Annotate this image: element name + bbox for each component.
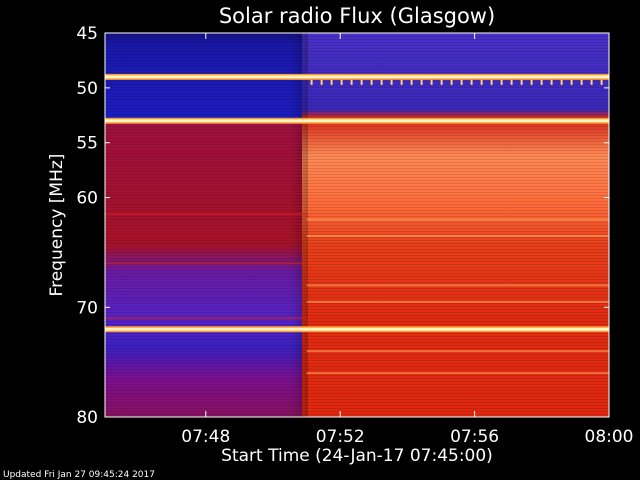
y-axis: 45 50 55 60 70 80 xyxy=(76,24,609,428)
y-axis-label: Frequency [MHz] xyxy=(47,154,67,297)
interference-tick xyxy=(580,79,583,85)
row-texture xyxy=(105,33,609,417)
interference-band xyxy=(306,234,609,237)
x-tick-label: 07:56 xyxy=(450,427,499,447)
y-tick-label: 60 xyxy=(76,189,98,209)
interference-tick xyxy=(560,79,563,85)
y-tick-label: 55 xyxy=(76,134,98,154)
interference-tick xyxy=(340,79,343,85)
interference-tick xyxy=(540,79,543,85)
interference-tick xyxy=(520,79,523,85)
emission-line xyxy=(105,75,609,79)
emission-line xyxy=(105,327,609,331)
y-tick-label: 50 xyxy=(76,79,98,99)
interference-tick xyxy=(470,79,473,85)
interference-tick xyxy=(500,79,503,85)
interference-tick xyxy=(370,79,373,85)
interference-tick xyxy=(350,79,353,85)
interference-band xyxy=(306,300,609,303)
interference-band xyxy=(105,262,307,265)
interference-tick xyxy=(330,79,333,85)
interference-band xyxy=(105,317,307,320)
x-tick-label: 07:52 xyxy=(316,427,365,447)
interference-tick xyxy=(420,79,423,85)
plot-area xyxy=(105,33,609,417)
interference-band xyxy=(306,218,609,221)
y-tick-label: 80 xyxy=(76,408,98,428)
interference-tick xyxy=(570,79,573,85)
interference-tick xyxy=(310,79,313,85)
interference-tick xyxy=(380,79,383,85)
interference-tick xyxy=(360,79,363,85)
interference-tick xyxy=(550,79,553,85)
interference-band xyxy=(105,213,307,216)
bright-emission-lines xyxy=(105,73,609,333)
y-tick-label: 70 xyxy=(76,298,98,318)
interference-tick xyxy=(390,79,393,85)
y-tick-label: 45 xyxy=(76,24,98,44)
interference-tick xyxy=(600,79,603,85)
chart-title: Solar radio Flux (Glasgow) xyxy=(219,4,495,28)
interference-band xyxy=(306,372,609,375)
interference-tick xyxy=(410,79,413,85)
x-axis: 07:48 07:52 07:56 08:00 xyxy=(181,33,634,447)
interference-tick xyxy=(510,79,513,85)
interference-tick xyxy=(490,79,493,85)
interference-band xyxy=(306,284,609,287)
interference-tick xyxy=(430,79,433,85)
interference-tick xyxy=(400,79,403,85)
interference-tick xyxy=(460,79,463,85)
x-axis-label: Start Time (24-Jan-17 07:45:00) xyxy=(221,446,493,466)
updated-timestamp: Updated Fri Jan 27 09:45:24 2017 xyxy=(3,470,155,480)
x-tick-label: 08:00 xyxy=(585,427,634,447)
interference-tick xyxy=(590,79,593,85)
interference-tick xyxy=(450,79,453,85)
x-tick-label: 07:48 xyxy=(181,427,230,447)
interference-tick xyxy=(530,79,533,85)
interference-tick xyxy=(480,79,483,85)
interference-tick xyxy=(320,79,323,85)
plot-frame xyxy=(104,32,610,418)
interference-band xyxy=(306,350,609,353)
interference-streaks xyxy=(105,79,609,375)
emission-line xyxy=(105,119,609,123)
interference-tick xyxy=(440,79,443,85)
